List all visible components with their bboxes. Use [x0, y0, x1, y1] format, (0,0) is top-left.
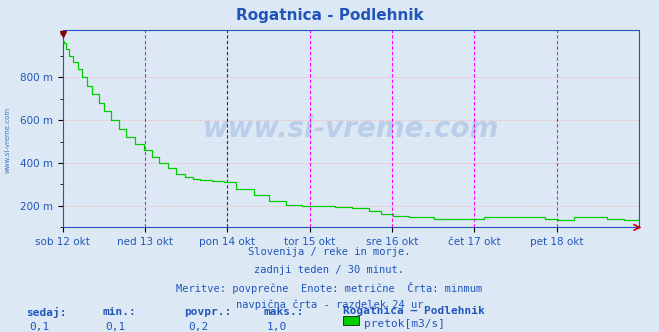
- Text: Meritve: povprečne  Enote: metrične  Črta: minmum: Meritve: povprečne Enote: metrične Črta:…: [177, 282, 482, 294]
- Text: 0,1: 0,1: [105, 322, 126, 332]
- Text: Rogatnica – Podlehnik: Rogatnica – Podlehnik: [343, 306, 484, 316]
- Text: maks.:: maks.:: [264, 307, 304, 317]
- Text: Slovenija / reke in morje.: Slovenija / reke in morje.: [248, 247, 411, 257]
- Text: Rogatnica - Podlehnik: Rogatnica - Podlehnik: [236, 8, 423, 23]
- Text: 1,0: 1,0: [267, 322, 287, 332]
- Text: zadnji teden / 30 minut.: zadnji teden / 30 minut.: [254, 265, 405, 275]
- Text: sedaj:: sedaj:: [26, 307, 67, 318]
- Text: 0,1: 0,1: [30, 322, 50, 332]
- Text: min.:: min.:: [102, 307, 136, 317]
- Text: povpr.:: povpr.:: [185, 307, 232, 317]
- Text: pretok[m3/s]: pretok[m3/s]: [364, 319, 445, 329]
- Text: 0,2: 0,2: [188, 322, 208, 332]
- Text: navpična črta - razdelek 24 ur: navpična črta - razdelek 24 ur: [236, 299, 423, 310]
- Text: www.si-vreme.com: www.si-vreme.com: [5, 106, 11, 173]
- Text: www.si-vreme.com: www.si-vreme.com: [203, 115, 499, 143]
